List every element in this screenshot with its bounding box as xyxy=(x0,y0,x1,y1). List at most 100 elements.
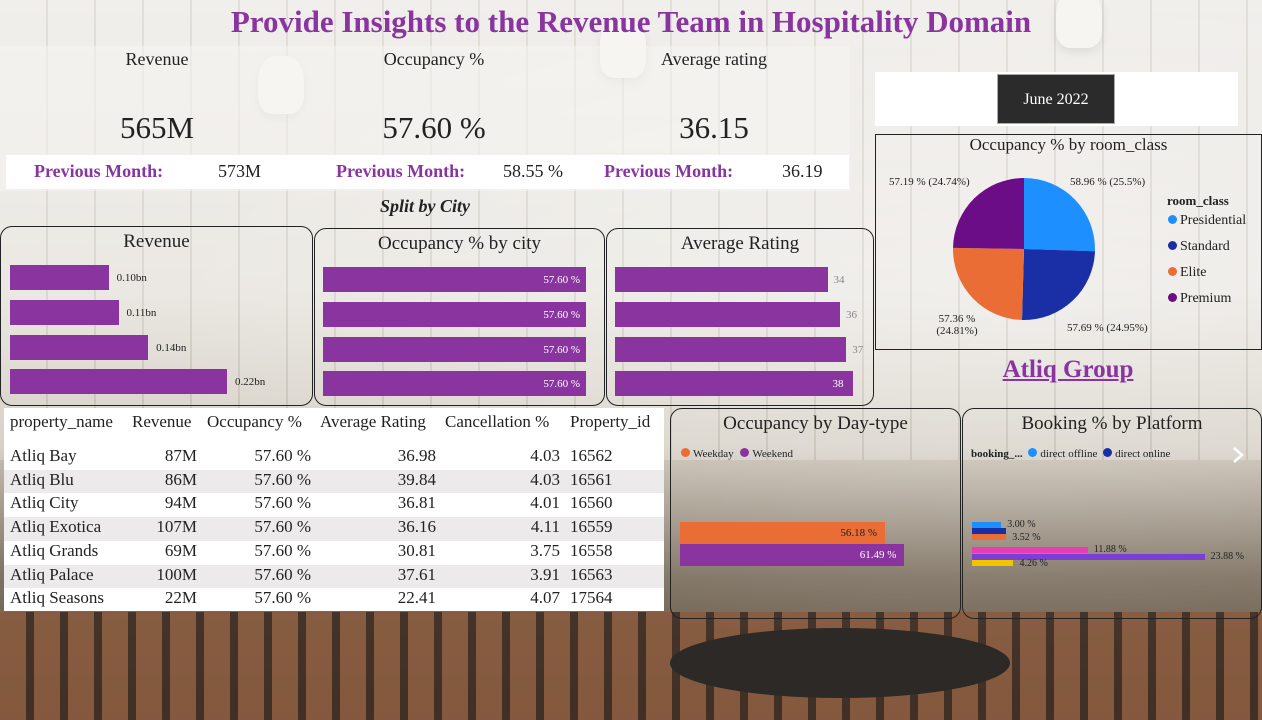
occupancy-by-city-chart: Occupancy % by city 57.60 % 57.60 % 57.60 … xyxy=(314,228,605,406)
bar xyxy=(680,522,886,544)
kpi-label: Average rating xyxy=(660,49,768,69)
legend: booking_... direct offline direct online xyxy=(971,448,1170,460)
lamp-decoration xyxy=(1056,0,1102,48)
table-cell: 16559 xyxy=(570,517,613,537)
data-label: 0.14bn xyxy=(156,342,187,354)
previous-month-value: 573M xyxy=(218,161,262,181)
table-cell: 17564 xyxy=(570,588,613,608)
table-cell: 16560 xyxy=(570,493,613,513)
data-label: 34 xyxy=(833,274,845,286)
legend-item: Presidential xyxy=(1168,213,1246,229)
legend-label: direct online xyxy=(1115,448,1171,460)
previous-month-value: 58.55 % xyxy=(503,161,563,181)
data-label: 57.60 % xyxy=(543,274,580,286)
legend-dot xyxy=(1168,241,1177,250)
table-header: property_name Revenue Occupancy % Averag… xyxy=(4,412,664,436)
background-floor xyxy=(0,612,1262,720)
column-header[interactable]: Cancellation % xyxy=(445,412,550,431)
legend-dot xyxy=(1168,293,1177,302)
column-header[interactable]: Average Rating xyxy=(320,412,426,431)
table-cell: 94M xyxy=(164,493,197,513)
pie-chart xyxy=(953,178,1095,320)
previous-month-strip: Previous Month: 573M Previous Month: 58.… xyxy=(6,155,849,189)
kpi-label: Occupancy % xyxy=(383,49,485,69)
data-label: 57.60 % xyxy=(543,378,580,390)
data-label: 0.11bn xyxy=(126,307,157,319)
table-row[interactable]: Atliq City 94M 57.60 % 36.81 4.01 16560 xyxy=(4,493,664,517)
chart-title: Average Rating xyxy=(680,233,800,254)
table-cell: 3.75 xyxy=(530,540,560,560)
table-cell: 22M xyxy=(164,588,197,608)
data-label: 38 xyxy=(832,378,844,390)
bar xyxy=(972,534,1007,540)
data-label: 0.10bn xyxy=(116,272,147,284)
table-cell: 57.60 % xyxy=(254,493,311,513)
kpi-value: 36.15 xyxy=(679,110,749,145)
previous-month-label: Previous Month: xyxy=(604,161,734,181)
table-cell: 57.60 % xyxy=(254,588,311,608)
month-selector-button[interactable]: June 2022 xyxy=(997,74,1115,124)
table-cell: 57.60 % xyxy=(254,446,311,465)
bar xyxy=(323,371,586,396)
data-label: 56.18 % xyxy=(840,527,878,539)
previous-month-value: 36.19 xyxy=(782,161,823,181)
table-row[interactable]: Atliq Exotica 107M 57.60 % 36.16 4.11 16559 xyxy=(4,517,664,541)
chart-title: Occupancy by Day-type xyxy=(723,413,908,434)
table-cell: Atliq Palace xyxy=(10,564,94,584)
chart-title: Occupancy % by city xyxy=(377,233,542,254)
kpi-value: 565M xyxy=(119,110,195,145)
column-header[interactable]: Property_id xyxy=(570,412,651,431)
table-cell: 100M xyxy=(156,564,197,584)
data-label: 0.22bn xyxy=(235,376,266,388)
legend-item: Elite xyxy=(1168,265,1206,281)
column-header[interactable]: property_name xyxy=(10,412,113,431)
legend-dot xyxy=(681,448,690,457)
bar xyxy=(972,560,1014,566)
bar xyxy=(10,369,227,394)
legend: Weekday Weekend xyxy=(681,448,793,460)
slice-label: 57.69 % (24.95%) xyxy=(1067,322,1148,334)
kpi-revenue: Revenue 565M xyxy=(12,46,302,191)
column-header[interactable]: Occupancy % xyxy=(207,412,302,431)
legend-item: Premium xyxy=(1168,291,1231,307)
legend-next-arrow-icon[interactable] xyxy=(1231,446,1245,464)
table-row[interactable]: Atliq Seasons 22M 57.60 % 22.41 4.07 17564 xyxy=(4,588,664,612)
table-cell: 16561 xyxy=(570,469,613,489)
page-title: Provide Insights to the Revenue Team in … xyxy=(230,4,1032,39)
table-cell: 57.60 % xyxy=(254,540,311,560)
legend-label: Premium xyxy=(1180,291,1232,306)
table-cell: 107M xyxy=(156,517,197,537)
legend-label: Standard xyxy=(1180,239,1230,254)
legend-dot xyxy=(1103,448,1113,457)
brand-link[interactable]: Atliq Group xyxy=(1002,356,1134,383)
bar xyxy=(615,302,840,327)
data-label: 57.60 % xyxy=(543,309,580,321)
legend-dot xyxy=(1168,267,1177,276)
bar xyxy=(615,267,828,292)
table-row[interactable]: Atliq Blu 86M 57.60 % 39.84 4.03 16561 xyxy=(4,469,664,494)
table-cell: Atliq City xyxy=(10,493,79,513)
data-label: 36 xyxy=(846,309,857,321)
table-cell: 16563 xyxy=(570,564,613,584)
data-label: 3.52 % xyxy=(1012,532,1041,543)
kpi-label: Revenue xyxy=(125,49,189,69)
pie-slice xyxy=(1021,249,1095,320)
pie-slice xyxy=(953,178,1024,249)
column-header[interactable]: Revenue xyxy=(132,412,192,431)
data-label: 23.88 % xyxy=(1210,551,1244,562)
table-cell: Atliq Bay xyxy=(10,446,77,465)
table-row[interactable]: Atliq Bay 87M 57.60 % 36.98 4.03 16562 xyxy=(4,446,664,470)
table-cell: 57.60 % xyxy=(254,469,311,489)
bar xyxy=(323,302,586,327)
table-cell: 16558 xyxy=(570,540,613,560)
table-row[interactable]: Atliq Grands 69M 57.60 % 30.81 3.75 16558 xyxy=(4,541,664,565)
table-cell: Atliq Exotica xyxy=(10,517,102,537)
legend-title: booking_... xyxy=(971,448,1023,460)
table-row[interactable]: Atliq Palace 100M 57.60 % 37.61 3.91 16563 xyxy=(4,564,664,589)
table-cell: 4.03 xyxy=(530,469,560,489)
table-cell: 4.01 xyxy=(530,493,560,513)
table-cell: 4.11 xyxy=(530,517,560,537)
property-table: property_name Revenue Occupancy % Averag… xyxy=(4,408,664,611)
slice-label: 58.96 % (25.5%) xyxy=(1070,176,1146,188)
data-label: 11.88 % xyxy=(1093,544,1127,555)
